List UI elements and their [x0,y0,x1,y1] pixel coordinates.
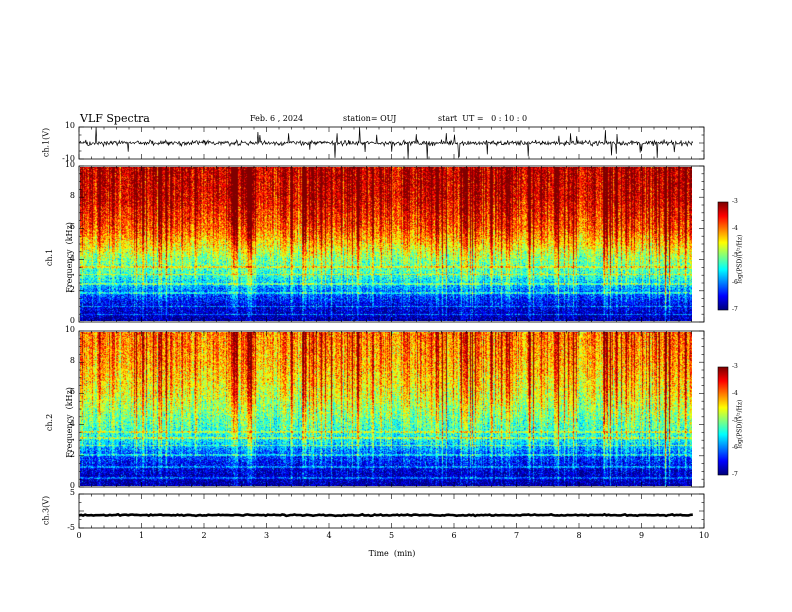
colorbar-1-frame [717,201,729,311]
x-tick-label: 0 [76,531,82,540]
x-tick-label: 2 [201,531,207,540]
y-tick-label: 0 [69,316,75,325]
waveform-series-ch1 [78,126,694,159]
x-tick-label: 7 [513,531,520,540]
axis-ticks [78,126,705,529]
y-tick-label: 0 [69,481,75,490]
ch3-waveform-plot [78,512,693,518]
colorbar-tick-label: -5 [732,417,738,424]
x-tick-label: 4 [326,531,332,540]
colorbar-tick-label: -4 [732,390,738,397]
date-label: Feb. 6 , 2024 [250,114,304,123]
start-time-label: start UT = 0 : 10 : 0 [438,114,528,123]
colorbar-tick-label: -3 [732,363,738,370]
x-tick-label: 9 [638,531,645,540]
colorbar-2 [718,367,728,475]
x-axis-label: Time (min) [368,549,416,558]
colorbar-tick-label: -3 [732,198,738,205]
ch3-waveform-frame [78,493,705,529]
y-tick-label: -10 [62,154,75,163]
colorbar-tick-label: -7 [732,306,738,313]
y-tick-label: 2 [69,284,75,294]
y-tick-label: 8 [69,191,75,201]
x-tick-label: 3 [263,531,270,540]
waveform-series-ch3 [78,512,693,518]
x-tick-label: 1 [138,531,145,540]
ch1-ylabel: ch.1(V) [41,127,51,158]
y-tick-label: -5 [67,523,75,532]
station-label: station= OUJ [343,114,397,123]
y-tick-label: 4 [69,418,75,428]
colorbar-tick-label: -6 [732,279,738,286]
colorbar-1 [718,202,728,310]
ch2-spectrogram-image [80,332,692,486]
ch3-ylabel: ch.3(V) [41,495,51,526]
x-tick-label: 6 [451,531,457,540]
colorbar-tick-label: -7 [732,471,738,478]
figure-title: VLF Spectra [80,112,150,125]
y-tick-label: 4 [69,253,75,263]
colorbar-tick-label: -4 [732,225,738,232]
y-tick-label: 10 [64,325,75,334]
y-tick-label: 2 [69,449,75,459]
y-tick-label: 10 [64,121,75,130]
colorbar-tick-label: -5 [732,252,738,259]
spec2-channel-label: ch.2 [45,413,54,432]
spec1-channel-label: ch.1 [45,248,54,267]
y-tick-label: 6 [69,222,75,232]
y-tick-label: 8 [69,356,75,366]
colorbar-2-frame [717,366,729,476]
x-tick-label: 10 [698,531,710,540]
y-tick-label: 10 [64,160,75,169]
ch1-spectrogram-image [80,167,692,321]
ch1-waveform-plot [78,126,694,159]
colorbar-tick-label: -6 [732,444,738,451]
y-tick-label: 6 [69,387,75,397]
x-tick-label: 8 [576,531,582,540]
y-tick-label: 5 [69,488,75,497]
x-tick-label: 5 [388,531,395,540]
